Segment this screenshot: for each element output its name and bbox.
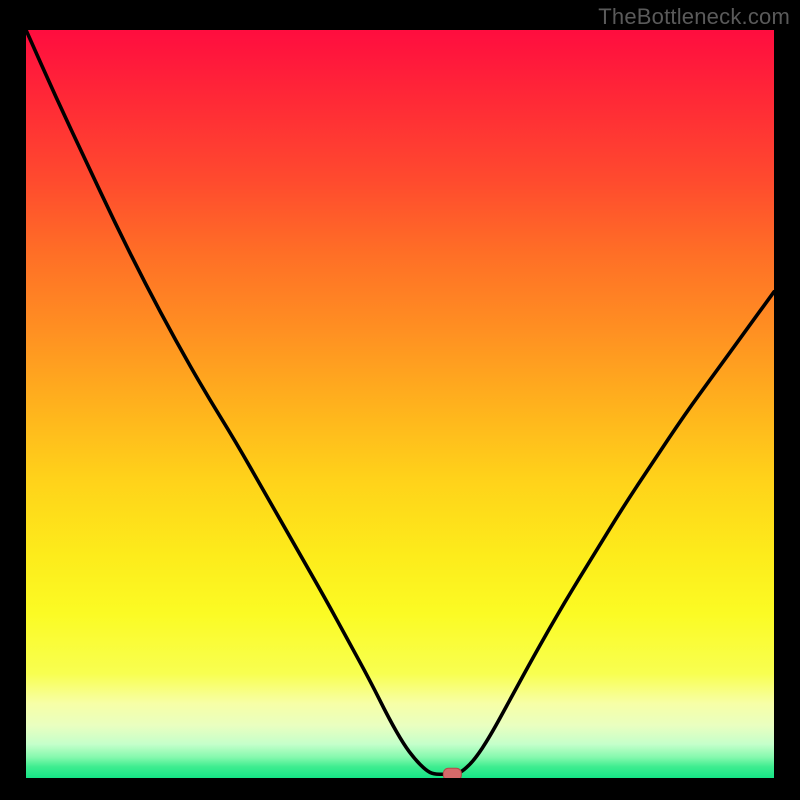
- chart-background: [26, 30, 774, 778]
- attribution-text: TheBottleneck.com: [598, 4, 790, 30]
- optimal-point-marker: [443, 768, 461, 778]
- bottleneck-chart: [26, 30, 774, 778]
